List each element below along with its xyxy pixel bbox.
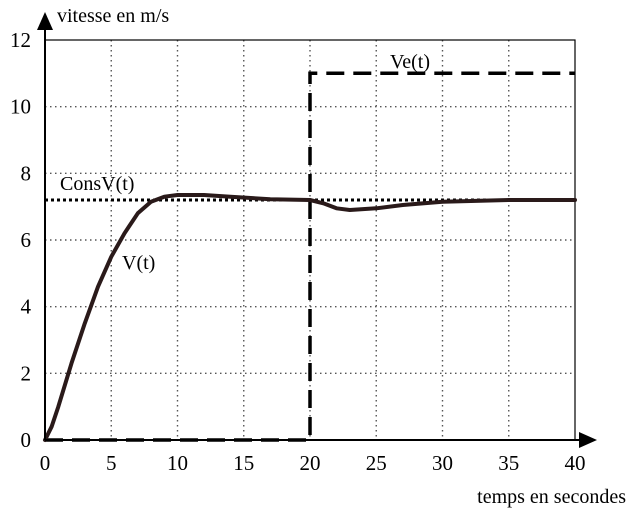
series-line-ve-t — [45, 71, 575, 442]
y-tick-label: 12 — [10, 28, 31, 52]
x-tick-label: 20 — [300, 451, 321, 475]
x-tick-label: 0 — [40, 451, 51, 475]
y-tick-label: 2 — [21, 361, 32, 385]
y-tick-label: 6 — [21, 228, 32, 252]
x-tick-label: 5 — [106, 451, 117, 475]
series-line-v-t — [43, 193, 577, 442]
x-tick-label: 10 — [167, 451, 188, 475]
y-tick-label: 8 — [21, 161, 32, 185]
axes — [37, 12, 597, 448]
x-tick-label: 40 — [565, 451, 586, 475]
y-tick-label: 4 — [21, 295, 32, 319]
series-label-ve-t: Ve(t) — [390, 51, 430, 73]
x-tick-label: 15 — [233, 451, 254, 475]
x-tick-label: 25 — [366, 451, 387, 475]
y-tick-label: 0 — [21, 428, 32, 452]
y-tick-label: 10 — [10, 95, 31, 119]
y-axis-label: vitesse en m/s — [57, 5, 169, 27]
tick-labels: 0 5 10 15 20 25 30 35 40 0 2 4 6 8 10 12 — [10, 28, 586, 475]
y-axis-arrow-icon — [37, 12, 53, 30]
series-layer — [43, 71, 577, 442]
x-tick-label: 35 — [498, 451, 519, 475]
series-label-consv-t: ConsV(t) — [60, 173, 134, 195]
x-axis-arrow-icon — [579, 432, 597, 448]
series-label-v-t: V(t) — [122, 252, 155, 274]
series-labels: ConsV(t) Ve(t) V(t) — [60, 51, 430, 274]
x-axis-label: temps en secondes — [477, 486, 626, 508]
x-tick-label: 30 — [432, 451, 453, 475]
